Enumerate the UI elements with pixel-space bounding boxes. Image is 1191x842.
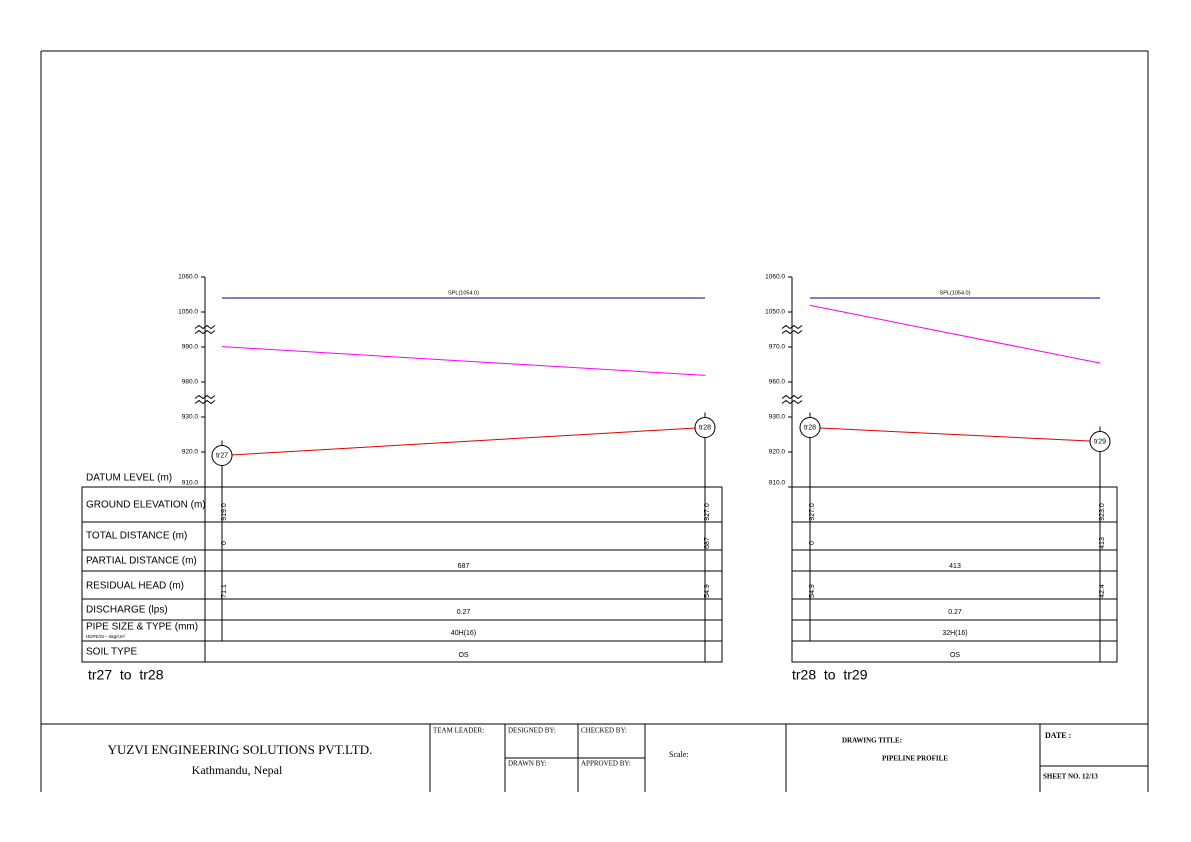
- tick-label: 990.0: [182, 344, 199, 351]
- frame: [40, 50, 1149, 792]
- tick-label: 910.0: [769, 480, 786, 487]
- cell-value: 0: [809, 541, 816, 545]
- cell-value: 54.9: [704, 584, 711, 598]
- table-frame: [81, 486, 723, 663]
- tick-label: 1060.0: [178, 274, 198, 281]
- axis-break: [781, 394, 803, 405]
- tick-label: 960.0: [769, 379, 786, 386]
- spl-label: SPL(1054.0): [940, 290, 971, 296]
- cell-value: 927.0: [704, 503, 711, 521]
- profile-caption: tr27 to tr28: [88, 667, 164, 683]
- drawing-name: PIPELINE PROFILE: [882, 755, 948, 763]
- axis-break: [194, 324, 216, 335]
- address: Kathmandu, Nepal: [192, 763, 283, 777]
- tick-label: 930.0: [182, 414, 199, 421]
- tick-label: 1050.0: [178, 309, 198, 316]
- title-block: YUZVI ENGINEERING SOLUTIONS PVT.LTD. Kat…: [108, 727, 1099, 781]
- spl-label: SPL(1054.0): [448, 290, 479, 296]
- cell-value: 413: [949, 563, 961, 570]
- node-label: tr28: [699, 424, 711, 431]
- row-label: PIPE SIZE & TYPE (mm): [86, 622, 198, 633]
- axis-break: [194, 394, 216, 405]
- tick-label: 930.0: [769, 414, 786, 421]
- axis-break: [781, 324, 803, 335]
- cell-value: 687: [704, 537, 711, 549]
- row-label: PARTIAL DISTANCE (m): [86, 556, 197, 567]
- cell-value: 71.1: [221, 584, 228, 598]
- node: [1089, 431, 1111, 452]
- hgl-line: [221, 346, 706, 376]
- field-label: DRAWING TITLE:: [842, 737, 902, 745]
- row-label: DATUM LEVEL (m): [86, 473, 172, 484]
- field-label: SHEET NO. 12/13: [1043, 773, 1098, 781]
- tick-label: 920.0: [182, 449, 199, 456]
- node-label: tr28: [804, 424, 816, 431]
- tick-label: 910.0: [182, 480, 199, 487]
- cell-value: 42.4: [1099, 584, 1106, 598]
- cell-value: 32H(16): [942, 630, 967, 637]
- cell-value: 687: [458, 563, 470, 570]
- row-label: DISCHARGE (lps): [86, 605, 168, 616]
- cell-value: 413: [1099, 537, 1106, 549]
- table-frame: [791, 486, 1118, 663]
- cell-value: OS: [458, 652, 468, 659]
- cell-value: 40H(16): [451, 630, 476, 637]
- row-label: GROUND ELEVATION (m): [86, 500, 206, 511]
- profile-caption: tr28 to tr29: [792, 667, 868, 683]
- tick-label: 1060.0: [765, 274, 785, 281]
- field-label: TEAM LEADER:: [433, 727, 484, 735]
- cell-value: OS: [950, 652, 960, 659]
- node: [799, 417, 821, 438]
- row-label: RESIDUAL HEAD (m): [86, 581, 184, 592]
- cell-value: 919.0: [221, 503, 228, 521]
- tick-label: 1050.0: [765, 309, 785, 316]
- row-sublabel: HDPE/SI – 6kg/cm²: [86, 634, 126, 639]
- company: YUZVI ENGINEERING SOLUTIONS PVT.LTD.: [108, 742, 373, 757]
- cell-value: 0.27: [457, 609, 471, 616]
- cell-value: 923.0: [1099, 503, 1106, 521]
- row-label: SOIL TYPE: [86, 647, 137, 658]
- field-label: DESIGNED BY:: [508, 727, 556, 735]
- field-label: Scale:: [669, 750, 689, 759]
- field-label: CHECKED BY:: [581, 727, 627, 735]
- node: [694, 417, 716, 438]
- node-label: tr29: [1094, 438, 1106, 445]
- tick-label: 970.0: [769, 344, 786, 351]
- cell-value: 54.9: [809, 584, 816, 598]
- field-label: DATE :: [1045, 731, 1071, 740]
- hgl-line: [809, 304, 1101, 364]
- row-label: TOTAL DISTANCE (m): [86, 531, 187, 542]
- cell-value: 0.27: [948, 609, 962, 616]
- field-label: DRAWN BY:: [508, 760, 547, 768]
- field-label: APPROVED BY:: [581, 760, 631, 768]
- cell-value: 927.0: [809, 503, 816, 521]
- node: [211, 445, 233, 466]
- cell-value: 0: [221, 541, 228, 545]
- ground-line: [809, 427, 1101, 442]
- node-label: tr27: [216, 452, 228, 459]
- ground-line: [221, 427, 706, 456]
- tick-label: 980.0: [182, 379, 199, 386]
- tick-label: 920.0: [769, 449, 786, 456]
